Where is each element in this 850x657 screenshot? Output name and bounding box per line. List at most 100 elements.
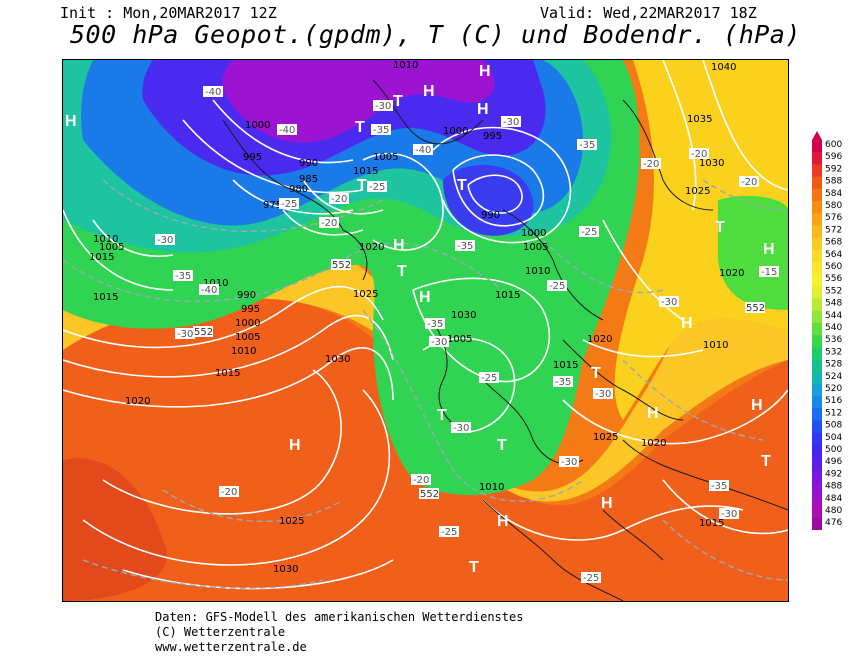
legend-value: 580 [825, 201, 842, 211]
pressure-label: 1005 [99, 242, 124, 253]
pressure-label: 1005 [447, 334, 472, 345]
low-marker: T [355, 119, 365, 136]
height-label: 552 [193, 326, 213, 338]
temp-label: -35 [553, 376, 573, 388]
legend-value: 560 [825, 262, 842, 272]
pressure-label: 1015 [215, 368, 240, 379]
low-marker: T [469, 559, 479, 576]
pressure-label: 1020 [641, 438, 666, 449]
high-marker: H [763, 241, 775, 258]
pressure-label: 1020 [125, 396, 150, 407]
legend-value: 576 [825, 213, 842, 223]
high-marker: H [423, 83, 435, 100]
temp-label: -25 [579, 226, 599, 238]
legend-value: 584 [825, 189, 842, 199]
pressure-label: 1000 [245, 120, 270, 131]
temp-label: -25 [279, 198, 299, 210]
svg-text:-20: -20 [413, 475, 429, 486]
low-marker: T [397, 263, 407, 280]
footer-copyright: (C) Wetterzentrale [155, 625, 286, 639]
temp-label: -30 [659, 296, 679, 308]
legend-value: 588 [825, 177, 842, 187]
temp-label: -20 [411, 474, 431, 486]
legend-value: 512 [825, 408, 842, 418]
temp-label: -35 [425, 318, 445, 330]
legend-value: 556 [825, 274, 842, 284]
pressure-label: 1030 [699, 158, 724, 169]
pressure-label: 1015 [699, 518, 724, 529]
pressure-label: 1035 [687, 114, 712, 125]
legend-swatch [812, 335, 822, 348]
temp-label: -20 [641, 158, 661, 170]
temp-label: -30 [373, 100, 393, 112]
svg-text:552: 552 [746, 303, 765, 314]
high-marker: H [393, 237, 405, 254]
legend-swatch [812, 506, 822, 519]
pressure-label: 1020 [587, 334, 612, 345]
pressure-centers: H H H H H H H H H H H H H T T T T T T T … [65, 63, 775, 576]
legend-value: 520 [825, 384, 842, 394]
low-marker: T [457, 177, 467, 194]
legend-swatch [812, 213, 822, 226]
legend-swatch [812, 164, 822, 178]
high-marker: H [65, 113, 77, 130]
pressure-label: 1030 [325, 354, 350, 365]
pressure-label: 1000 [235, 318, 260, 329]
svg-text:-25: -25 [549, 281, 565, 292]
svg-text:-25: -25 [369, 182, 385, 193]
pressure-label: 1025 [685, 186, 710, 197]
legend-swatch [812, 249, 822, 263]
pressure-label: 995 [243, 152, 262, 163]
svg-text:-30: -30 [431, 337, 447, 348]
legend-value: 540 [825, 323, 842, 333]
field-purple [222, 60, 495, 143]
pressure-label: 1010 [525, 266, 550, 277]
svg-text:-30: -30 [177, 329, 193, 340]
legend-value: 528 [825, 360, 842, 370]
pressure-label: 1005 [523, 242, 548, 253]
temp-label: -30 [501, 116, 521, 128]
height-label: 552 [331, 259, 351, 271]
svg-text:-30: -30 [721, 509, 737, 520]
temp-label: -35 [709, 480, 729, 492]
legend-value: 492 [825, 469, 842, 479]
legend-swatch [812, 396, 822, 409]
pressure-label: 990 [237, 290, 256, 301]
svg-text:552: 552 [194, 327, 213, 338]
legend-value: 552 [825, 286, 842, 296]
legend-swatch [812, 262, 822, 275]
pressure-label: 1025 [593, 432, 618, 443]
legend-swatch [812, 152, 822, 165]
legend-value: 592 [825, 164, 842, 174]
svg-text:-20: -20 [741, 177, 757, 188]
svg-text:-40: -40 [279, 125, 295, 136]
temp-label: -15 [759, 266, 779, 278]
pressure-label: 1030 [273, 564, 298, 575]
pressure-label: 985 [299, 174, 318, 185]
legend-value: 536 [825, 335, 842, 345]
svg-text:-25: -25 [281, 199, 297, 210]
pressure-label: 1010 [703, 340, 728, 351]
field-low-iceland [443, 165, 534, 236]
legend-swatch [812, 237, 822, 251]
pressure-label: 1020 [719, 268, 744, 279]
svg-text:-35: -35 [579, 140, 595, 151]
low-marker: T [761, 453, 771, 470]
pressure-label: 1030 [451, 310, 476, 321]
pressure-label: 1005 [373, 152, 398, 163]
legend-value: 596 [825, 152, 842, 162]
svg-text:-20: -20 [321, 218, 337, 229]
temp-label: -30 [719, 508, 739, 520]
pressure-label: 1015 [353, 166, 378, 177]
pressure-label: 975 [263, 200, 282, 211]
height-labels: 552 552 552 552 [193, 259, 765, 500]
pressure-label: 995 [483, 131, 502, 142]
svg-text:-30: -30 [595, 389, 611, 400]
legend-swatch [812, 188, 822, 202]
legend-swatch [812, 347, 822, 361]
valid-time: Valid: Wed,22MAR2017 18Z [540, 4, 757, 22]
legend-value: 572 [825, 225, 842, 235]
temp-label: -40 [413, 144, 433, 156]
temp-label: -40 [199, 284, 219, 296]
legend-value: 532 [825, 347, 842, 357]
